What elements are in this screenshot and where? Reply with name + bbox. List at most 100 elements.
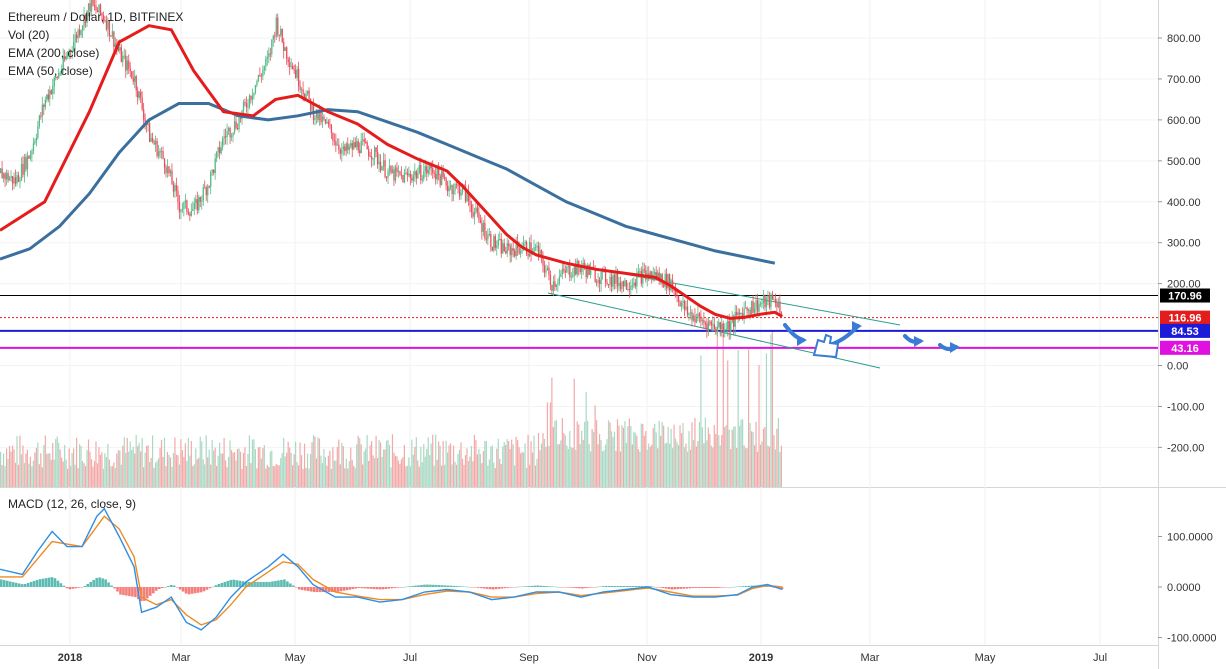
candle-body bbox=[324, 119, 327, 124]
candle-body bbox=[84, 14, 87, 23]
volume-bar bbox=[23, 463, 26, 487]
candle-body bbox=[747, 309, 750, 311]
macd-histogram-bar bbox=[8, 581, 12, 587]
volume-bar bbox=[671, 448, 674, 487]
volume-bar bbox=[222, 453, 224, 487]
candle-body bbox=[141, 97, 143, 110]
candle-body bbox=[557, 283, 559, 285]
volume-bar bbox=[61, 457, 63, 487]
candle-body bbox=[572, 275, 574, 277]
volume-bar bbox=[123, 437, 125, 487]
macd-histogram-bar bbox=[747, 585, 751, 587]
candle-body bbox=[534, 247, 537, 249]
macd-histogram-bar bbox=[146, 587, 149, 599]
price-axis[interactable]: 800.00 700.00 600.00 500.00 400.00 300.00 200.… bbox=[1158, 33, 1204, 454]
candle-body bbox=[421, 179, 423, 181]
volume-bar bbox=[601, 451, 604, 487]
arrow-annotations[interactable] bbox=[783, 321, 960, 359]
volume-bar bbox=[47, 453, 49, 487]
volume-bar bbox=[16, 436, 18, 487]
candle-body bbox=[379, 161, 382, 171]
candle-body bbox=[360, 140, 362, 154]
candle-body bbox=[16, 175, 18, 184]
volume-bar bbox=[195, 448, 197, 487]
volume-bar bbox=[151, 435, 154, 487]
ema50-label[interactable]: EMA (50, close) bbox=[8, 64, 93, 78]
volume-bar bbox=[159, 448, 161, 487]
macd-histogram-bar bbox=[265, 581, 268, 587]
macd-histogram-bar bbox=[610, 585, 614, 587]
volume-bar bbox=[96, 463, 99, 487]
price-label: 500.00 bbox=[1167, 156, 1201, 168]
macd-histogram-bar bbox=[423, 584, 426, 587]
candle-body bbox=[688, 313, 690, 315]
candle-body bbox=[481, 223, 483, 232]
volume-bar bbox=[496, 448, 498, 487]
volume-bar bbox=[593, 431, 595, 487]
volume-bar bbox=[369, 445, 371, 487]
volume-bar bbox=[470, 445, 473, 487]
candle-body bbox=[698, 313, 701, 317]
volume-bar bbox=[169, 457, 172, 487]
macd-histogram-bar bbox=[220, 582, 224, 587]
macd-indicator-label[interactable]: MACD (12, 26, close, 9) bbox=[8, 497, 137, 511]
candle-body bbox=[527, 253, 529, 257]
candle-body bbox=[110, 35, 112, 37]
time-axis[interactable]: 2018 Mar May Jul Sep Nov 2019 Mar May Jul bbox=[58, 652, 1107, 664]
ema200-label[interactable]: EMA (200, close) bbox=[8, 46, 100, 60]
vol-indicator-label[interactable]: Vol (20) bbox=[8, 28, 50, 42]
candle-body bbox=[709, 321, 711, 323]
volume-bar bbox=[317, 437, 319, 487]
volume-bar bbox=[622, 427, 625, 487]
candle-body bbox=[755, 300, 757, 310]
candle-body bbox=[528, 242, 531, 257]
volume-bar bbox=[774, 449, 776, 487]
macd-histogram-bar bbox=[44, 578, 48, 587]
ema50-line bbox=[0, 24, 784, 320]
volume-bar bbox=[22, 445, 24, 487]
candle-body bbox=[493, 236, 495, 251]
volume-bar bbox=[38, 464, 40, 487]
level-badge bbox=[1160, 310, 1210, 325]
candle-body bbox=[430, 164, 432, 169]
macd-histogram-bar bbox=[616, 585, 620, 587]
volume-bar bbox=[469, 456, 471, 487]
volume-bar bbox=[441, 465, 443, 487]
macd-histogram-bar bbox=[500, 587, 504, 589]
volume-bar bbox=[639, 451, 641, 487]
macd-histogram-bar bbox=[125, 587, 128, 596]
volume-bar bbox=[630, 426, 632, 487]
arrow-head bbox=[914, 336, 924, 347]
candle-body bbox=[2, 173, 5, 179]
volume-bar bbox=[463, 464, 465, 487]
volume-bar bbox=[220, 453, 222, 487]
macd-histogram-bar bbox=[309, 587, 313, 592]
candle-body bbox=[292, 66, 294, 70]
macd-histogram-bar bbox=[274, 580, 277, 587]
volume-bar bbox=[548, 445, 550, 487]
candle-body bbox=[391, 169, 394, 174]
candle-body bbox=[332, 132, 334, 141]
volume-bar bbox=[55, 438, 57, 487]
macd-histogram-bar bbox=[11, 582, 15, 587]
volume-bar bbox=[438, 441, 440, 487]
macd-histogram-bar bbox=[65, 587, 69, 589]
volume-bar bbox=[99, 454, 102, 487]
symbol-title[interactable]: Ethereum / Dollar, 1D, BITFINEX bbox=[8, 10, 184, 24]
volume-bar bbox=[20, 454, 23, 487]
candle-body bbox=[479, 219, 482, 224]
candle-body bbox=[111, 31, 114, 37]
candle-body bbox=[777, 301, 780, 308]
candle-body bbox=[512, 248, 514, 251]
volume-bar bbox=[697, 441, 699, 487]
macd-histogram-bar bbox=[387, 587, 390, 589]
volume-bar bbox=[354, 467, 356, 487]
macd-histogram-bar bbox=[533, 585, 537, 587]
volume-bar bbox=[505, 444, 507, 487]
macd-histogram-bar bbox=[509, 587, 513, 588]
volume-bar bbox=[511, 439, 513, 487]
volume-bar bbox=[147, 445, 149, 487]
candle-body bbox=[317, 109, 319, 121]
